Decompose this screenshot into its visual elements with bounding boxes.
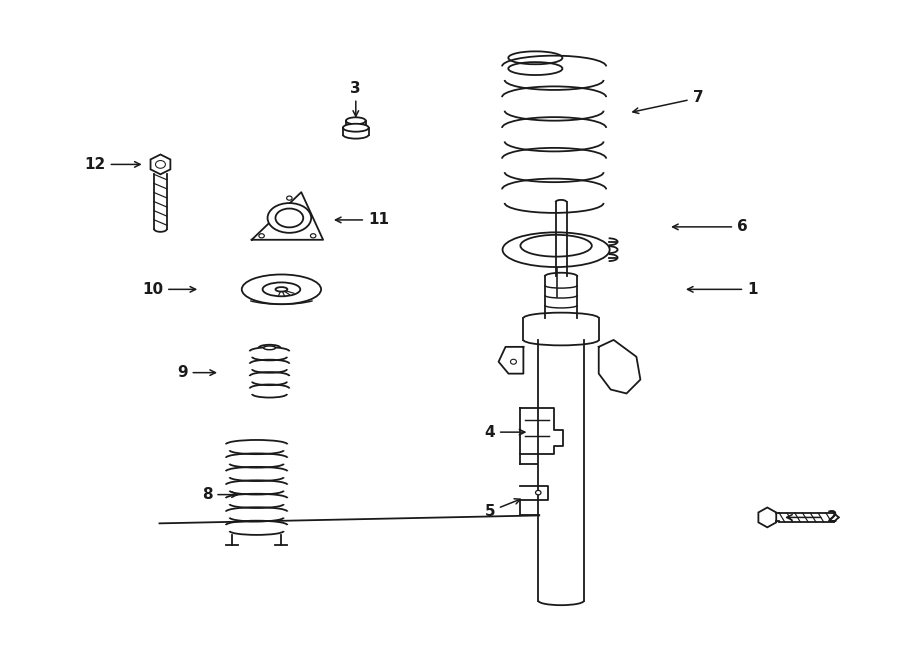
Ellipse shape	[310, 234, 316, 238]
Text: 12: 12	[85, 157, 140, 172]
Polygon shape	[150, 155, 170, 175]
Polygon shape	[759, 508, 776, 527]
Ellipse shape	[259, 234, 265, 238]
Ellipse shape	[536, 490, 541, 495]
Text: 11: 11	[336, 212, 389, 227]
Text: 2: 2	[787, 510, 837, 525]
Ellipse shape	[275, 208, 303, 227]
Ellipse shape	[267, 203, 311, 233]
Text: 10: 10	[142, 282, 195, 297]
Ellipse shape	[520, 235, 592, 256]
Ellipse shape	[286, 196, 292, 200]
Ellipse shape	[343, 124, 369, 132]
Ellipse shape	[264, 346, 275, 350]
Text: 3: 3	[350, 81, 361, 116]
Ellipse shape	[156, 161, 166, 169]
Text: 6: 6	[672, 219, 748, 235]
Text: 7: 7	[633, 91, 703, 114]
Text: 1: 1	[688, 282, 758, 297]
Ellipse shape	[502, 232, 609, 267]
Text: 5: 5	[484, 499, 520, 519]
Ellipse shape	[275, 287, 287, 292]
Ellipse shape	[510, 360, 517, 364]
Text: 9: 9	[177, 365, 215, 380]
Text: 8: 8	[202, 487, 238, 502]
Ellipse shape	[346, 117, 365, 124]
Text: 4: 4	[484, 424, 525, 440]
Ellipse shape	[263, 282, 301, 296]
Ellipse shape	[242, 274, 321, 304]
